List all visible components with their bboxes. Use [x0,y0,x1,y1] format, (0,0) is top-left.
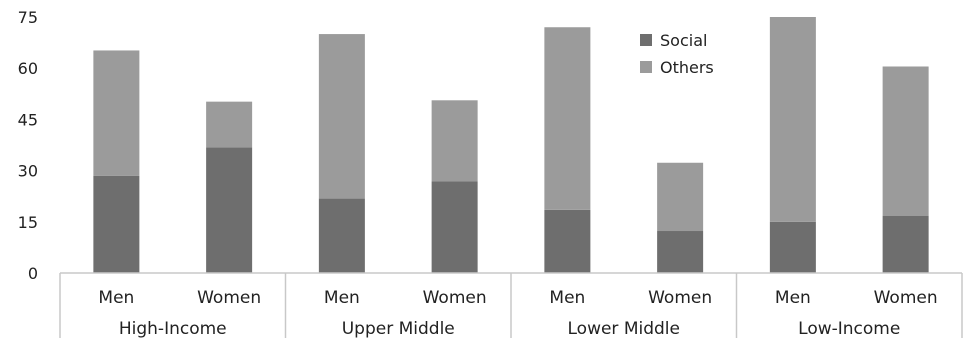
bar-others-2 [318,34,365,199]
bar-others-7 [882,66,929,216]
legend-label-social: Social [660,31,707,50]
y-tick-label: 75 [18,8,38,27]
bar-social-3 [431,181,478,273]
x-category-label: Men [98,288,134,308]
y-tick-label: 60 [18,59,38,78]
y-tick-label: 45 [18,110,38,129]
bar-others-6 [769,17,816,222]
y-tick-label: 30 [18,162,38,181]
x-category-label: Women [874,288,938,308]
x-group-label: Low-Income [798,319,900,338]
legend-label-others: Others [660,58,714,77]
y-tick-label: 15 [18,213,38,232]
x-axis: Men Women Men Women Men Women Men Women High-Inc… [59,272,963,338]
bar-social-6 [769,221,816,273]
y-tick-label: 0 [28,264,38,283]
legend: Social Others [640,31,714,77]
x-category-label: Men [549,288,585,308]
bar-others-5 [657,162,704,232]
bar-others-4 [544,27,591,210]
bar-others-3 [431,100,478,182]
bar-social-4 [544,209,591,273]
bar-social-2 [318,198,365,273]
y-axis: 0 15 30 45 60 75 [18,8,38,283]
bar-others-0 [93,50,140,176]
bar-others-1 [206,101,253,148]
x-group-label: Lower Middle [568,319,680,338]
x-category-label: Women [423,288,487,308]
legend-swatch-others [640,61,652,73]
x-category-label: Men [324,288,360,308]
x-category-label: Men [775,288,811,308]
bar-social-7 [882,215,929,273]
bars [93,17,929,273]
bar-social-1 [206,147,253,273]
bar-social-0 [93,175,140,273]
x-group-label: High-Income [119,319,227,338]
x-category-label: Women [197,288,261,308]
x-category-label: Women [648,288,712,308]
bar-social-5 [657,231,704,273]
legend-swatch-social [640,34,652,46]
x-group-label: Upper Middle [342,319,455,338]
